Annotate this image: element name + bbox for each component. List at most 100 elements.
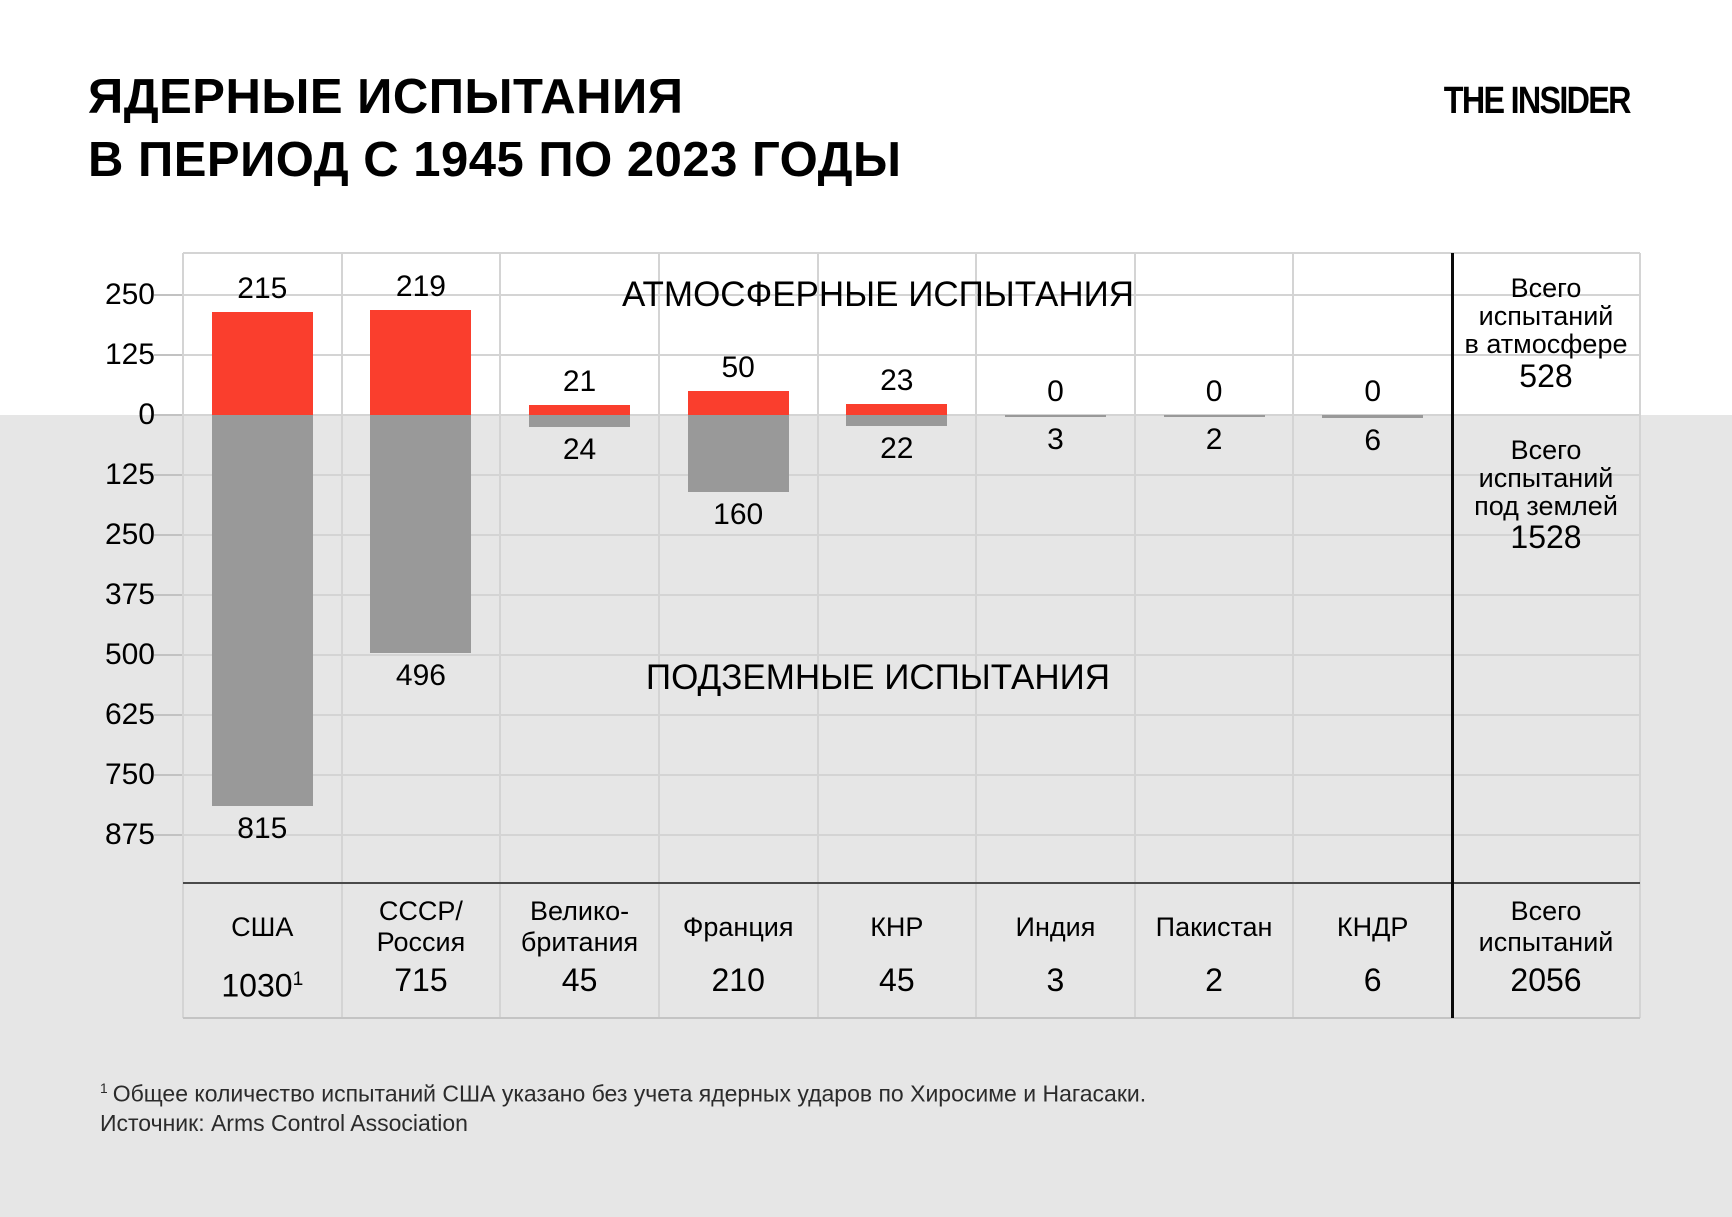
country-total: 10301 [221,967,304,1004]
atmospheric-value-label: 215 [237,271,288,305]
underground-value-label: 815 [237,812,288,846]
y-axis-tick [154,594,183,596]
summary-atmosphere-value: 528 [1519,358,1573,394]
summary-total-label: Всего испытаний [1478,896,1614,957]
footnote: 1 Общее количество испытаний США указано … [100,1072,1146,1111]
y-axis-tick [154,834,183,836]
y-axis-label: 250 [104,278,155,311]
y-axis-tick [154,354,183,356]
underground-section-label: ПОДЗЕМНЫЕ ИСПЫТАНИЯ [645,658,1111,697]
y-axis-tick [154,714,183,716]
plot-top-border [183,252,1640,254]
country-total: 45 [561,962,598,998]
country-name: КНДР [1336,911,1409,942]
y-axis-label: 750 [104,758,155,791]
country-total: 45 [879,962,915,998]
y-axis-label: 0 [138,398,155,431]
underground-value-label: 496 [395,659,446,693]
gridline [183,834,1640,836]
y-axis-label: 250 [104,518,155,551]
country-name: Пакистан [1155,911,1273,942]
column-separator [816,253,819,1018]
country-total: 6 [1363,962,1382,998]
page-title-line2: В ПЕРИОД С 1945 ПО 2023 ГОДЫ [88,133,902,187]
underground-value-label: 24 [562,432,597,466]
page-title-line1: ЯДЕРНЫЕ ИСПЫТАНИЯ [88,70,684,124]
column-separator [1133,253,1136,1018]
atmospheric-bar [687,391,789,415]
summary-total-value: 2056 [1510,962,1582,998]
y-axis-tick [154,534,183,536]
country-name: КНР [870,911,924,942]
gridline [183,354,1640,356]
gridline [183,294,1640,296]
source-line: Источник: Arms Control Association [100,1110,468,1136]
country-name: США [231,911,294,942]
summary-underground-label: Всего испытаний под землей [1474,435,1618,521]
country-name: СССР/ Россия [376,896,466,957]
totals-separator-line [1450,253,1454,1018]
summary-underground-value: 1528 [1510,519,1582,555]
atmospheric-bar [846,403,948,415]
atmospheric-value-label: 0 [1364,375,1382,408]
atmospheric-value-label: 50 [721,351,755,384]
underground-bar [1004,415,1106,417]
country-total: 210 [711,962,765,998]
atmospheric-bar [370,309,472,415]
page-title: ЯДЕРНЫЕ ИСПЫТАНИЯ В ПЕРИОД С 1945 ПО 202… [88,66,901,192]
atmospheric-value-label: 0 [1205,375,1223,408]
atmospheric-value-label: 23 [880,363,914,397]
table-bottom-border [183,1017,1640,1019]
x-axis-line [183,882,1640,884]
gridline [183,594,1640,596]
atmospheric-value-label: 21 [562,364,597,398]
y-axis-label: 875 [104,818,155,851]
gridline [183,774,1640,776]
gridline [183,714,1640,716]
footnote-marker: 1 [292,969,304,990]
underground-bar [1163,415,1265,417]
y-axis-label: 625 [104,698,155,731]
country-total: 2 [1205,962,1223,998]
country-name: Индия [1015,911,1096,942]
underground-value-label: 2 [1205,422,1223,456]
atmospheric-section-label: АТМОСФЕРНЫЕ ИСПЫТАНИЯ [621,275,1135,314]
country-name: Франция [682,911,794,942]
column-separator [340,253,343,1018]
y-axis-tick [154,654,183,656]
gridline [183,534,1640,536]
column-separator [975,253,978,1018]
y-axis-tick [154,294,183,296]
underground-bar [846,415,948,426]
y-axis-label: 125 [104,338,155,371]
underground-bar [1322,415,1424,418]
column-separator [657,253,660,1018]
underground-bar [687,415,789,492]
the-insider-logo: THE INSIDER [1444,80,1632,122]
footnote-marker: 1 [100,1081,108,1096]
y-axis-tick [154,474,183,476]
column-separator [1292,253,1295,1018]
atmospheric-bar [529,404,631,415]
underground-value-label: 22 [880,431,914,465]
underground-value-label: 3 [1047,422,1064,456]
gridline [183,474,1640,476]
y-axis-label: 500 [104,638,155,671]
footnote-text: Общее количество испытаний США указано б… [112,1080,1147,1107]
y-axis-tick [154,414,183,416]
atmospheric-value-label: 0 [1047,375,1064,408]
underground-bar [529,415,631,427]
country-name: Велико- британия [520,896,639,957]
underground-bar [370,415,472,654]
underground-bar [211,415,313,807]
country-total: 3 [1046,962,1065,998]
atmospheric-bar [211,311,313,415]
country-total: 715 [394,962,448,998]
underground-value-label: 160 [713,497,764,531]
y-axis-label: 125 [104,458,155,491]
summary-atmosphere-label: Всего испытаний в атмосфере [1464,273,1628,359]
underground-value-label: 6 [1364,423,1382,457]
gridline [183,654,1640,656]
plot-left-border [182,253,184,1018]
